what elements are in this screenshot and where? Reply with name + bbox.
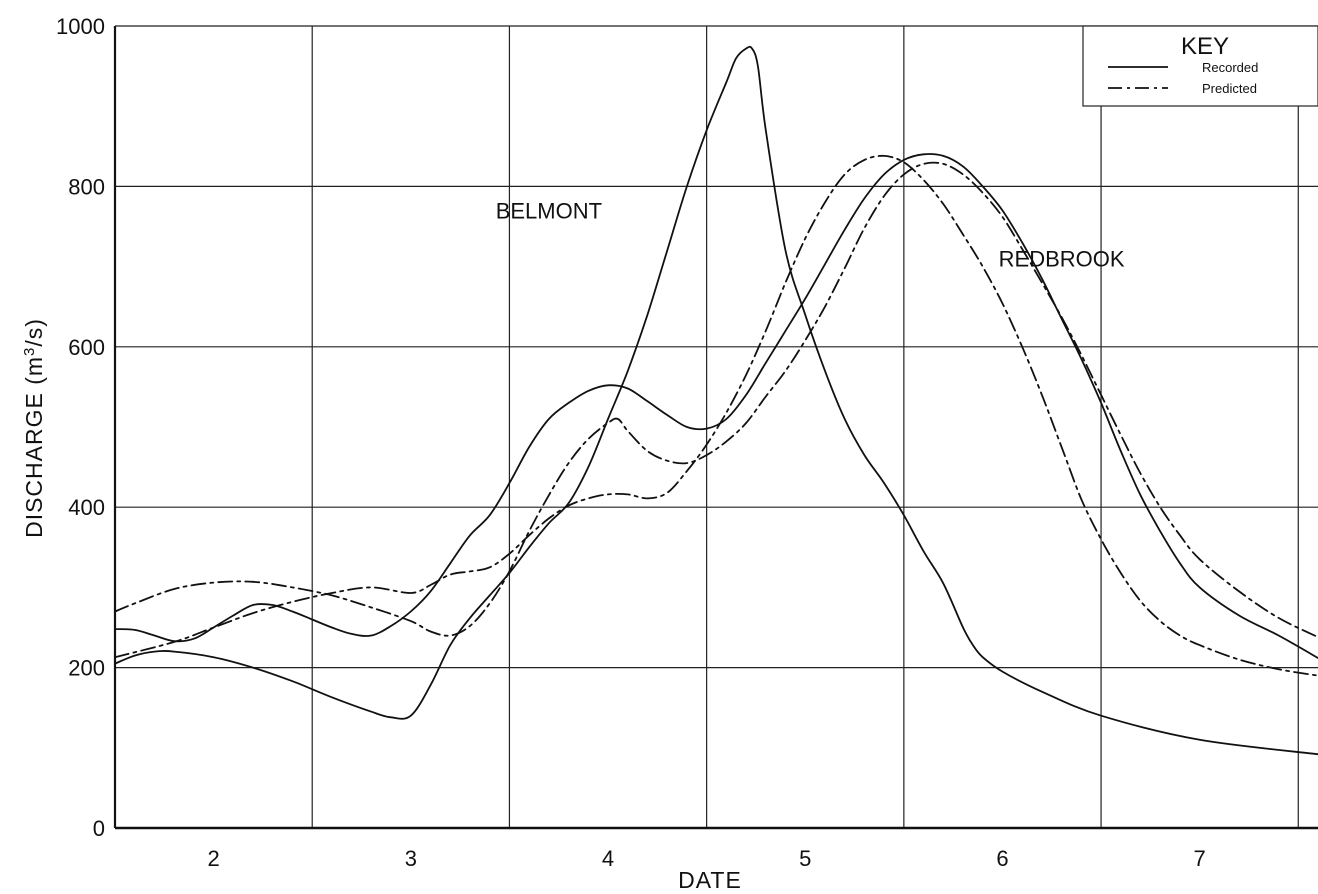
legend-title: KEY	[1181, 33, 1229, 60]
series-line-3-solid	[114, 153, 1318, 659]
y-tick-label: 1000	[56, 14, 105, 39]
series-line-2-dashdot	[114, 154, 1318, 677]
x-tick-label: 7	[1194, 846, 1206, 871]
x-tick-label: 4	[602, 846, 614, 871]
y-tick-label: 600	[68, 335, 105, 360]
y-axis-title-unit: /s)	[21, 318, 47, 347]
x-tick-label: 6	[996, 846, 1008, 871]
tick-labels: 0 200 400 600 800 1000 2 3 4 5 6 7	[56, 14, 1206, 871]
legend-label-recorded: Recorded	[1202, 60, 1258, 75]
y-axis-title-main: DISCHARGE (m	[21, 356, 47, 538]
legend-box	[1082, 25, 1318, 107]
series-line-4-dashdot	[114, 161, 1318, 638]
series-line-1-solid	[114, 45, 1318, 756]
x-tick-label: 3	[405, 846, 417, 871]
annotation-label: REDBROOK	[999, 247, 1125, 272]
x-tick-label: 5	[799, 846, 811, 871]
annotations: BELMONT REDBROOK	[496, 198, 1125, 271]
y-tick-label: 0	[93, 816, 105, 841]
series-lines	[114, 45, 1318, 756]
x-axis-title: DATE	[678, 867, 742, 893]
axes	[113, 26, 1318, 830]
annotation-label: BELMONT	[496, 198, 602, 223]
y-axis-title: DISCHARGE (m3/s)	[21, 318, 48, 538]
y-tick-label: 400	[68, 495, 105, 520]
y-tick-label: 800	[68, 174, 105, 199]
x-tick-label: 2	[207, 846, 219, 871]
y-axis-title-sup: 3	[21, 347, 38, 356]
gridlines	[115, 25, 1318, 828]
legend-label-predicted: Predicted	[1202, 81, 1257, 96]
legend-key: KEY Recorded Predicted	[1082, 25, 1318, 107]
y-tick-label: 200	[68, 656, 105, 681]
